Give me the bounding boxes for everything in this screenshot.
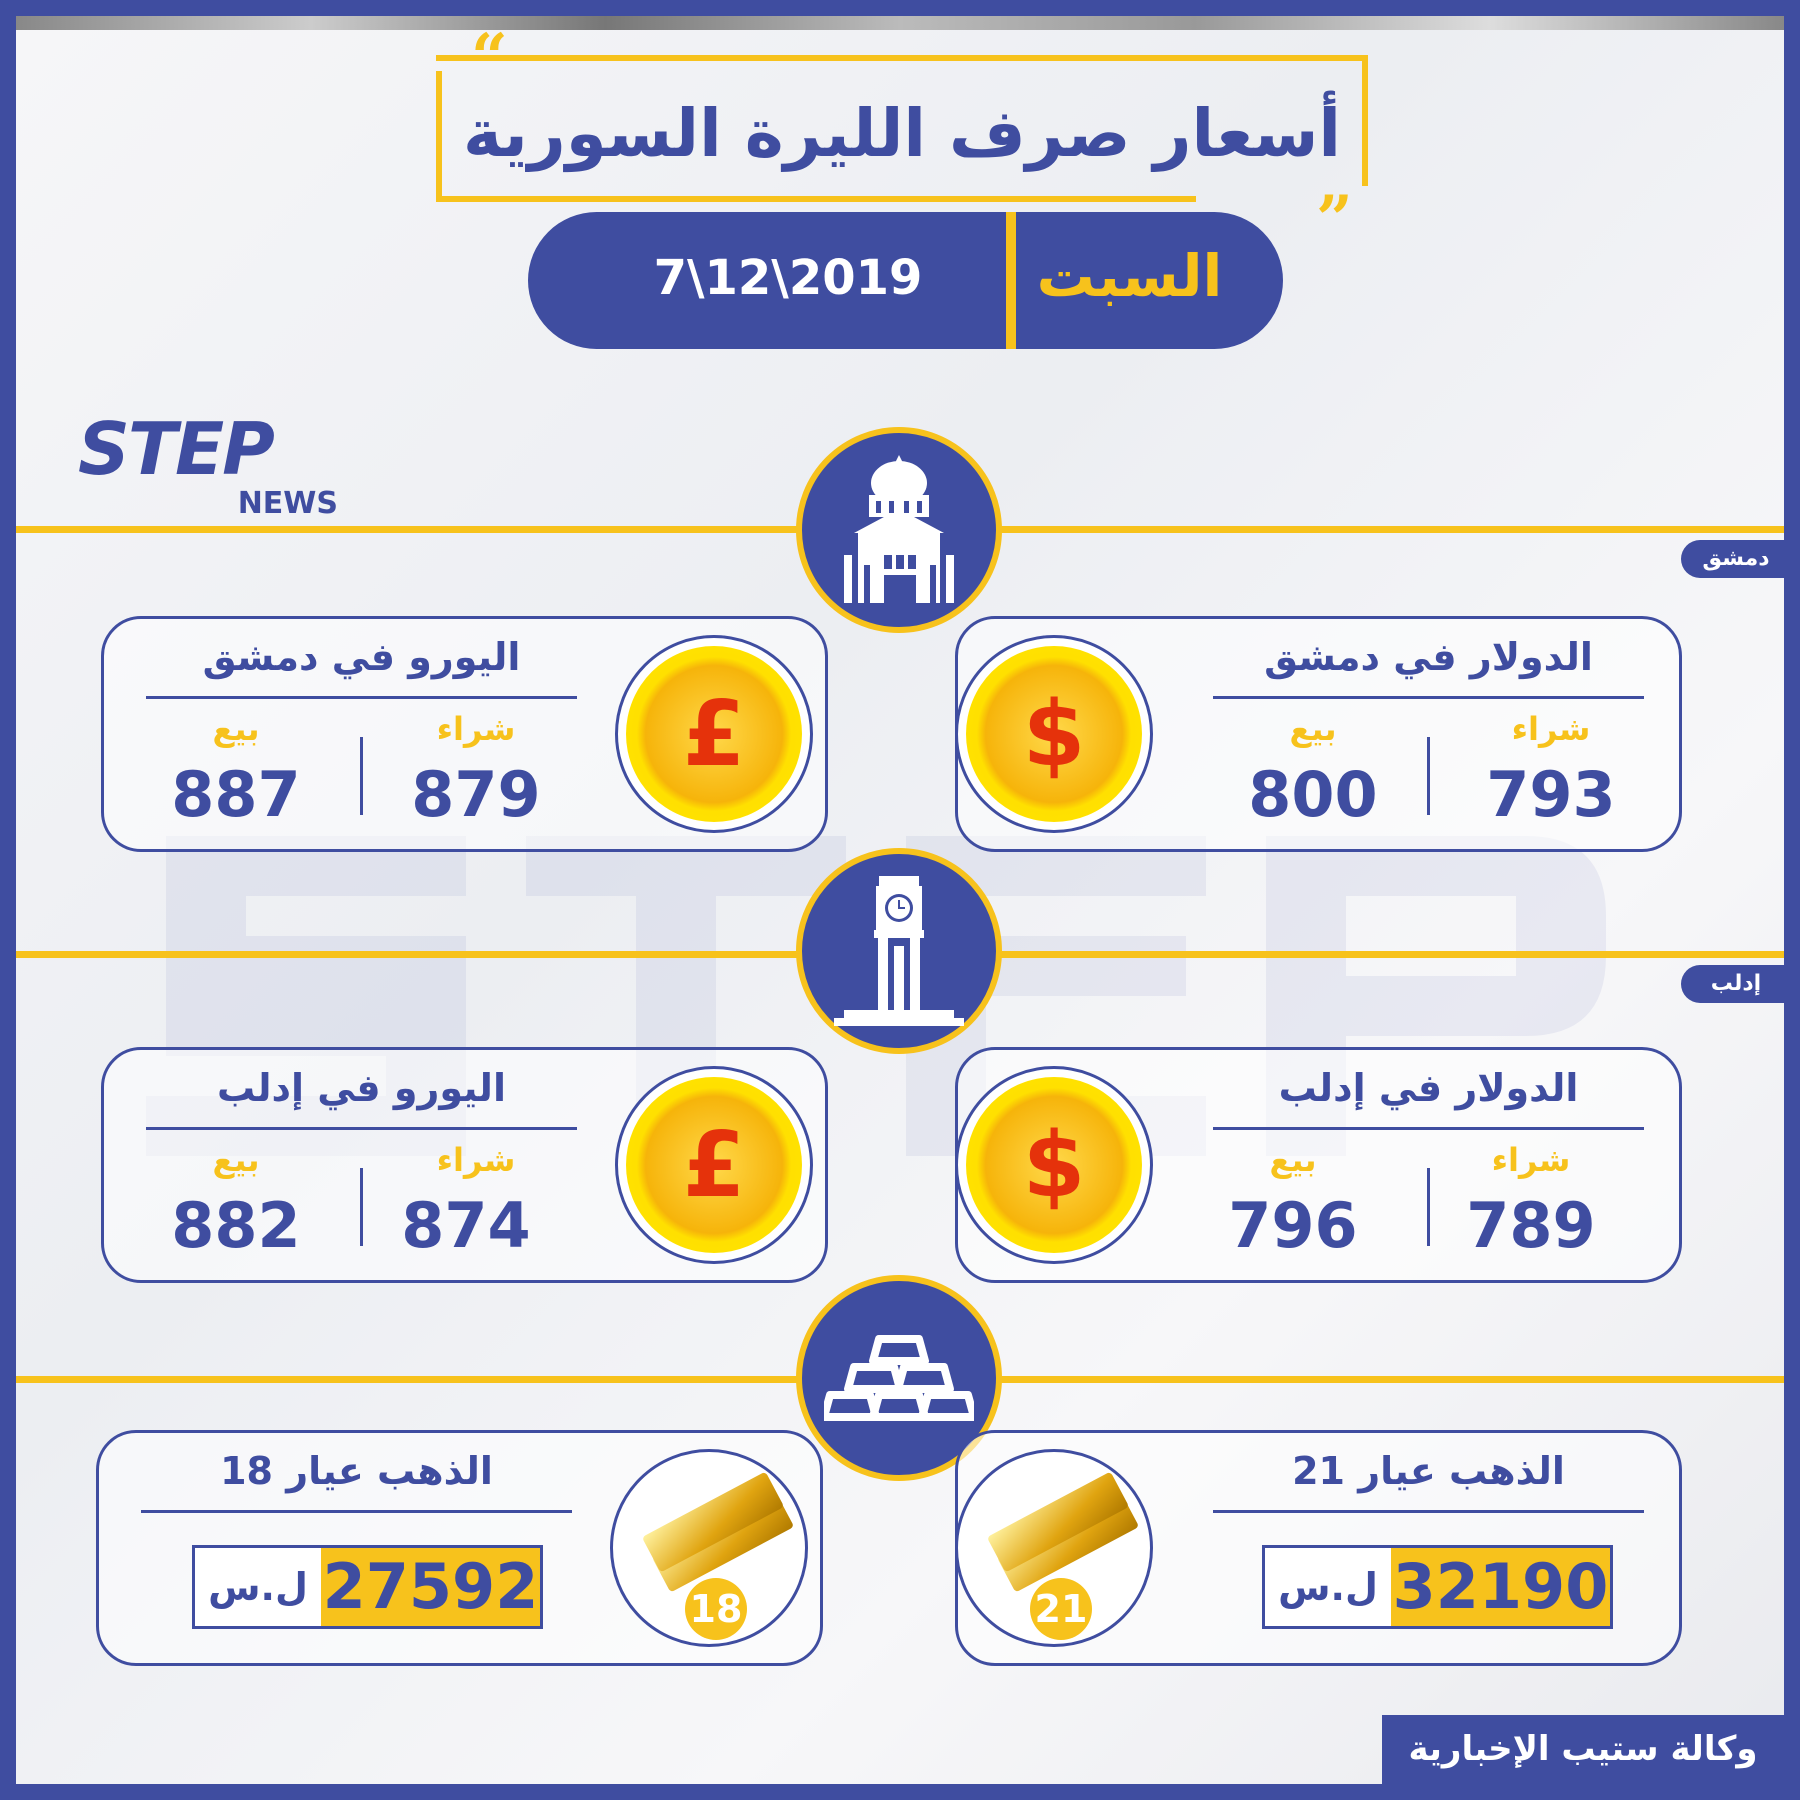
card-title: الدولار في دمشق [1264,635,1593,679]
sell-value: 887 [171,758,301,831]
price-box: ل.س 32190 [1262,1545,1613,1629]
dollar-coin-icon: $ [955,635,1153,833]
divider [360,737,363,815]
gold-bar-image: 21 [955,1449,1153,1647]
divider [146,696,577,699]
card-title: الذهب عيار 21 [1292,1449,1565,1493]
sell-label: بيع [1269,1141,1317,1179]
sell-label: بيع [1289,710,1337,748]
sell-value: 882 [171,1189,301,1262]
gold-price: 27592 [321,1548,540,1626]
step-news-logo: STEP NEWS [78,412,338,520]
title-frame [436,55,1368,186]
date-pill: 7\12\2019 السبت [528,212,1283,349]
price-box: ل.س 27592 [192,1545,543,1629]
coin-symbol: £ [626,1077,802,1253]
title-frame [436,71,1196,202]
card-euro-idlib: £ اليورو في إدلب شراء بيع 874 882 [101,1047,828,1283]
tag-damascus: دمشق [1681,540,1784,578]
buy-value: 879 [411,758,541,831]
logo-text: STEP [78,407,275,491]
footer-agency-name: وكالة ستيب الإخبارية [1382,1715,1784,1784]
card-title: اليورو في دمشق [202,635,521,679]
karat-badge: 21 [1030,1578,1092,1640]
clock-tower-icon [796,848,1002,1054]
card-title: الدولار في إدلب [1278,1066,1579,1110]
divider [1213,696,1644,699]
coin-symbol: $ [966,1077,1142,1253]
dollar-coin-icon: $ [955,1066,1153,1264]
divider [1006,212,1016,349]
infographic: “ ” أسعار صرف الليرة السورية 7\12\2019 ا… [16,16,1784,1784]
buy-value: 789 [1466,1189,1596,1262]
card-gold-21: 21 الذهب عيار 21 ل.س 32190 [955,1430,1682,1666]
currency: ل.س [1278,1565,1378,1609]
card-dollar-damascus: $ الدولار في دمشق شراء بيع 793 800 [955,616,1682,852]
mosque-building-icon [796,427,1002,633]
card-dollar-idlib: $ الدولار في إدلب شراء بيع 789 796 [955,1047,1682,1283]
card-euro-damascus: £ اليورو في دمشق شراء بيع 879 887 [101,616,828,852]
divider [1427,737,1430,815]
card-gold-18: 18 الذهب عيار 18 ل.س 27592 [96,1430,823,1666]
gold-bar-image: 18 [610,1449,808,1647]
sell-label: بيع [212,710,260,748]
photo-strip [16,16,1784,30]
pound-coin-icon: £ [615,635,813,833]
gold-price: 32190 [1391,1548,1610,1626]
divider [1213,1127,1644,1130]
buy-label: شراء [1491,1141,1571,1179]
day: السبت [1036,242,1223,310]
close-quote-icon: ” [1316,182,1353,257]
open-quote-icon: “ [471,20,508,95]
tag-idlib: إدلب [1681,965,1784,1003]
coin-symbol: £ [626,646,802,822]
buy-value: 793 [1486,758,1616,831]
card-title: الذهب عيار 18 [220,1449,493,1493]
buy-value: 874 [401,1189,531,1262]
date: 7\12\2019 [653,250,923,306]
buy-label: شراء [436,710,516,748]
coin-symbol: $ [966,646,1142,822]
page-title: أسعار صرف الليرة السورية [462,95,1342,172]
buy-label: شراء [436,1141,516,1179]
divider [1213,1510,1644,1513]
sell-value: 800 [1248,758,1378,831]
sell-value: 796 [1228,1189,1358,1262]
card-title: اليورو في إدلب [217,1066,506,1110]
divider [360,1168,363,1246]
buy-label: شراء [1511,710,1591,748]
pound-coin-icon: £ [615,1066,813,1264]
divider [146,1127,577,1130]
karat-badge: 18 [685,1578,747,1640]
logo-sub: NEWS [237,486,338,521]
gold-bars-icon [796,1275,1002,1481]
divider [1427,1168,1430,1246]
currency: ل.س [208,1565,308,1609]
sell-label: بيع [212,1141,260,1179]
divider [141,1510,572,1513]
